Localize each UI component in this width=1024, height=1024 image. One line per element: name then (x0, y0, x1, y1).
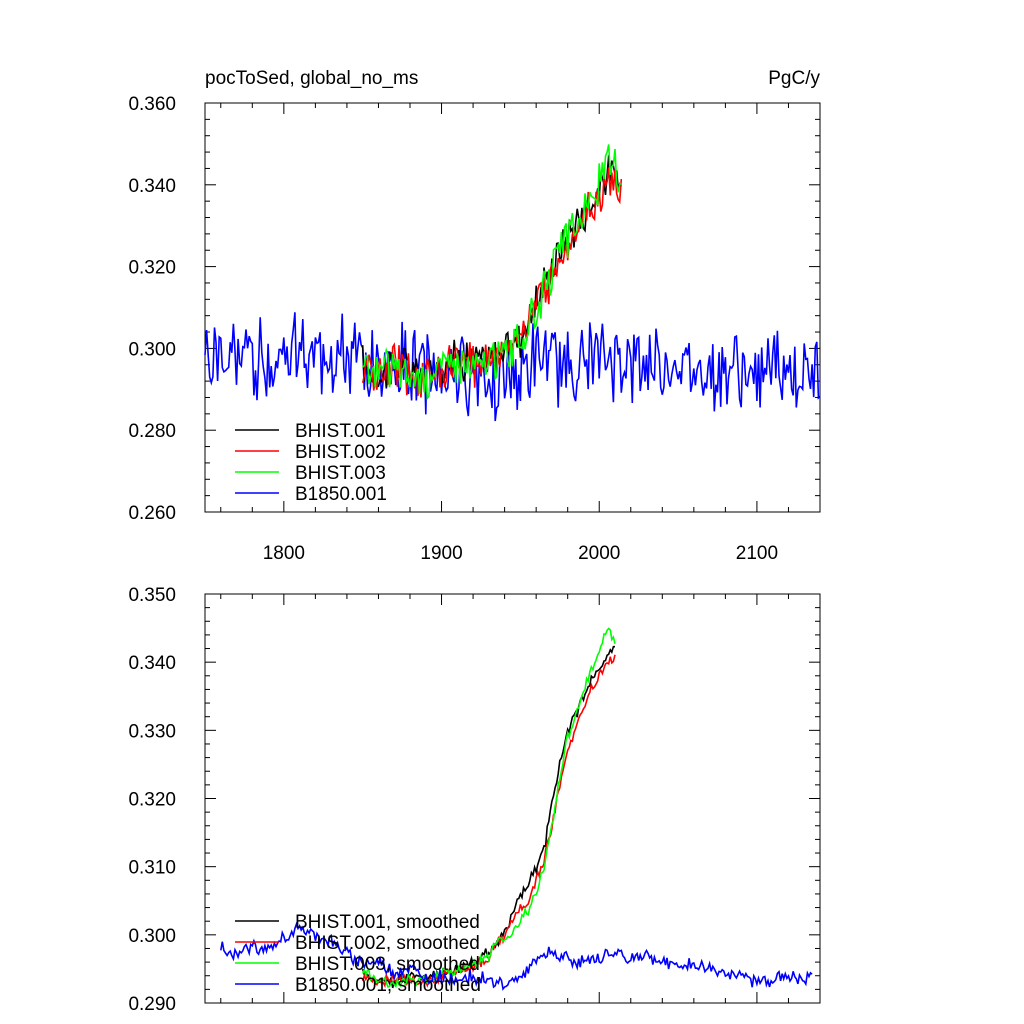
x-tick-label: 2100 (736, 543, 778, 564)
y-tick-label: 0.300 (128, 339, 176, 360)
series-line-b1850-001 (204, 312, 821, 422)
bottom-series-lines (220, 627, 813, 991)
legend-label: BHIST.003 (295, 463, 386, 484)
top-y-tick-labels: 0.260 0.280 0.300 0.320 0.340 0.360 (128, 94, 176, 524)
bottom-y-tick-labels: 0.290 0.300 0.310 0.320 0.330 0.340 0.350 (128, 585, 176, 1015)
y-tick-label: 0.340 (128, 176, 176, 197)
top-series-lines (204, 144, 821, 422)
y-tick-label: 0.340 (128, 653, 176, 674)
y-tick-label: 0.320 (128, 790, 176, 811)
x-tick-label: 1900 (420, 543, 462, 564)
y-tick-label: 0.350 (128, 585, 176, 606)
series-line-bhist-003 (362, 144, 622, 401)
top-x-tick-labels: 1800 1900 2000 2100 (263, 543, 778, 564)
y-tick-label: 0.300 (128, 926, 176, 947)
bottom-panel: 0.290 0.300 0.310 0.320 0.330 0.340 0.350 BHIS… (128, 585, 821, 1015)
x-tick-label: 2000 (578, 543, 620, 564)
legend-label: B1850.001 (295, 484, 387, 505)
x-tick-label: 1800 (263, 543, 305, 564)
legend-label: B1850.001, smoothed (295, 975, 481, 996)
y-tick-label: 0.260 (128, 503, 176, 524)
legend-label: BHIST.003, smoothed (295, 954, 480, 975)
top-panel: pocToSed, global_no_ms PgC/y 0.2600.2800… (128, 68, 821, 564)
series-line-bhist-003 (361, 627, 616, 989)
series-line-b1850-001 (220, 921, 813, 991)
y-tick-label: 0.360 (128, 94, 176, 115)
legend-label: BHIST.002, smoothed (295, 933, 480, 954)
top-plot-frame (204, 102, 821, 513)
top-title-right: PgC/y (768, 68, 820, 89)
y-tick-label: 0.290 (128, 994, 176, 1015)
top-title-left: pocToSed, global_no_ms (205, 68, 418, 89)
y-tick-label: 0.280 (128, 421, 176, 442)
series-line-bhist-002 (361, 167, 623, 398)
y-tick-label: 0.330 (128, 721, 176, 742)
y-tick-label: 0.320 (128, 258, 176, 279)
legend-label: BHIST.001, smoothed (295, 912, 480, 933)
legend-label: BHIST.002 (295, 442, 386, 463)
y-tick-label: 0.310 (128, 858, 176, 879)
legend-label: BHIST.001 (295, 421, 386, 442)
bottom-ticks (205, 593, 821, 1004)
